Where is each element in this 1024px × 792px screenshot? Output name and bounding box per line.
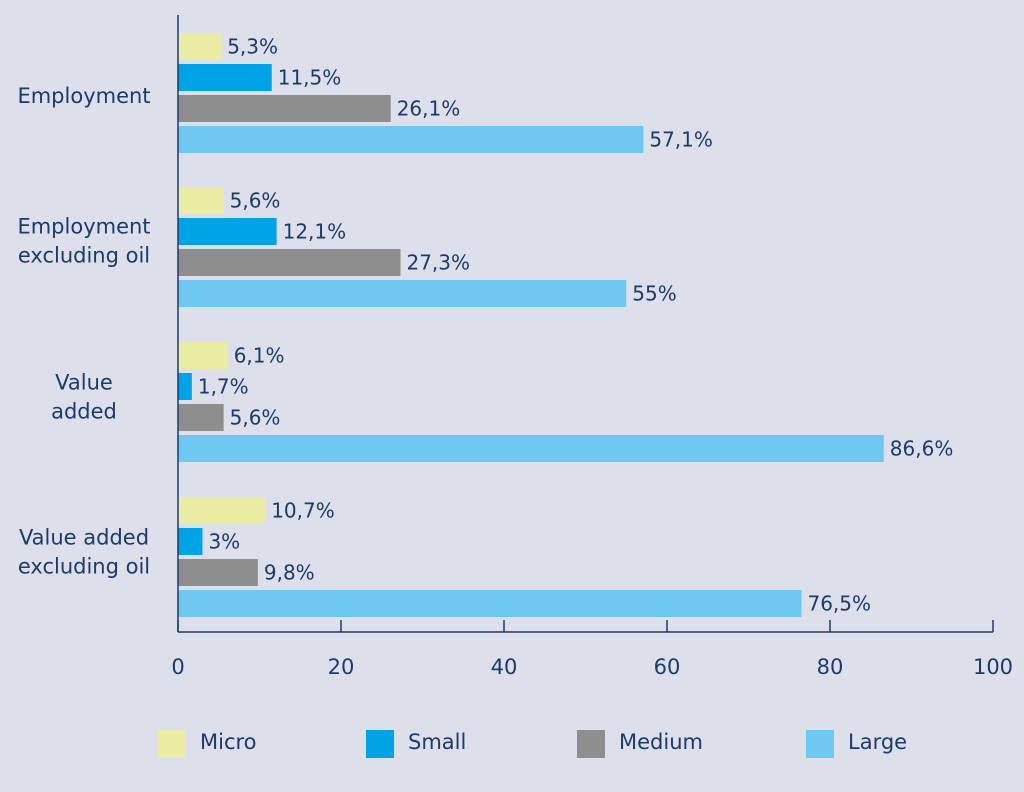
category-label-3-1: excluding oil <box>18 555 150 579</box>
x-tick-label-2: 40 <box>491 655 518 679</box>
bar-small-0 <box>178 64 272 91</box>
legend-label-large: Large <box>848 730 907 754</box>
bar-medium-1 <box>178 249 401 276</box>
legend-swatch-small <box>366 730 394 758</box>
value-label-medium-3: 9,8% <box>264 561 315 585</box>
value-label-small-2: 1,7% <box>198 375 249 399</box>
value-label-micro-1: 5,6% <box>230 189 281 213</box>
x-tick-label-5: 100 <box>973 655 1013 679</box>
value-label-medium-0: 26,1% <box>397 97 461 121</box>
bar-small-3 <box>178 528 203 555</box>
value-label-medium-2: 5,6% <box>230 406 281 430</box>
bar-large-3 <box>178 590 802 617</box>
bar-large-2 <box>178 435 884 462</box>
value-label-micro-3: 10,7% <box>271 499 335 523</box>
bar-large-0 <box>178 126 644 153</box>
bar-large-1 <box>178 280 627 307</box>
bar-medium-2 <box>178 404 224 431</box>
category-labels-group: Employment Employment excluding oil Value ad… <box>17 84 150 579</box>
value-label-large-2: 86,6% <box>890 437 954 461</box>
x-ticks-group: 0 20 40 60 80 100 <box>171 620 1013 679</box>
x-tick-label-4: 80 <box>817 655 844 679</box>
bar-small-1 <box>178 218 277 245</box>
x-tick-label-1: 20 <box>328 655 355 679</box>
value-label-micro-0: 5,3% <box>227 35 278 59</box>
legend-label-small: Small <box>408 730 466 754</box>
legend-swatch-micro <box>158 730 186 758</box>
category-label-3-0: Value added <box>19 526 149 550</box>
value-label-small-3: 3% <box>208 530 240 554</box>
bar-micro-2 <box>178 342 228 369</box>
bar-medium-0 <box>178 95 391 122</box>
value-label-large-0: 57,1% <box>649 128 713 152</box>
category-label-2-1: added <box>51 400 117 424</box>
legend-swatch-large <box>806 730 834 758</box>
category-label-0-0: Employment <box>17 84 150 108</box>
category-label-2-0: Value <box>55 371 113 395</box>
legend-label-micro: Micro <box>200 730 257 754</box>
value-label-medium-1: 27,3% <box>406 251 470 275</box>
legend: Micro Small Medium Large <box>158 730 907 758</box>
value-label-large-3: 76,5% <box>807 592 871 616</box>
category-label-1-1: excluding oil <box>18 244 150 268</box>
bar-medium-3 <box>178 559 258 586</box>
bars-group <box>178 33 884 617</box>
value-labels-group: 5,3% 5,6% 6,1% 10,7% 11,5% 12,1% 1,7% 3% 26,1% 27… <box>198 35 953 616</box>
value-label-small-0: 11,5% <box>278 66 342 90</box>
value-label-large-1: 55% <box>632 282 676 306</box>
bar-micro-0 <box>178 33 222 60</box>
axes-group <box>177 15 993 633</box>
bar-small-2 <box>178 373 192 400</box>
value-label-micro-2: 6,1% <box>234 344 285 368</box>
value-label-small-1: 12,1% <box>283 220 347 244</box>
x-tick-label-3: 60 <box>654 655 681 679</box>
category-label-1-0: Employment <box>17 215 150 239</box>
legend-swatch-medium <box>577 730 605 758</box>
bar-micro-3 <box>178 497 266 524</box>
legend-label-medium: Medium <box>619 730 703 754</box>
bar-micro-1 <box>178 187 224 214</box>
x-tick-label-0: 0 <box>171 655 184 679</box>
